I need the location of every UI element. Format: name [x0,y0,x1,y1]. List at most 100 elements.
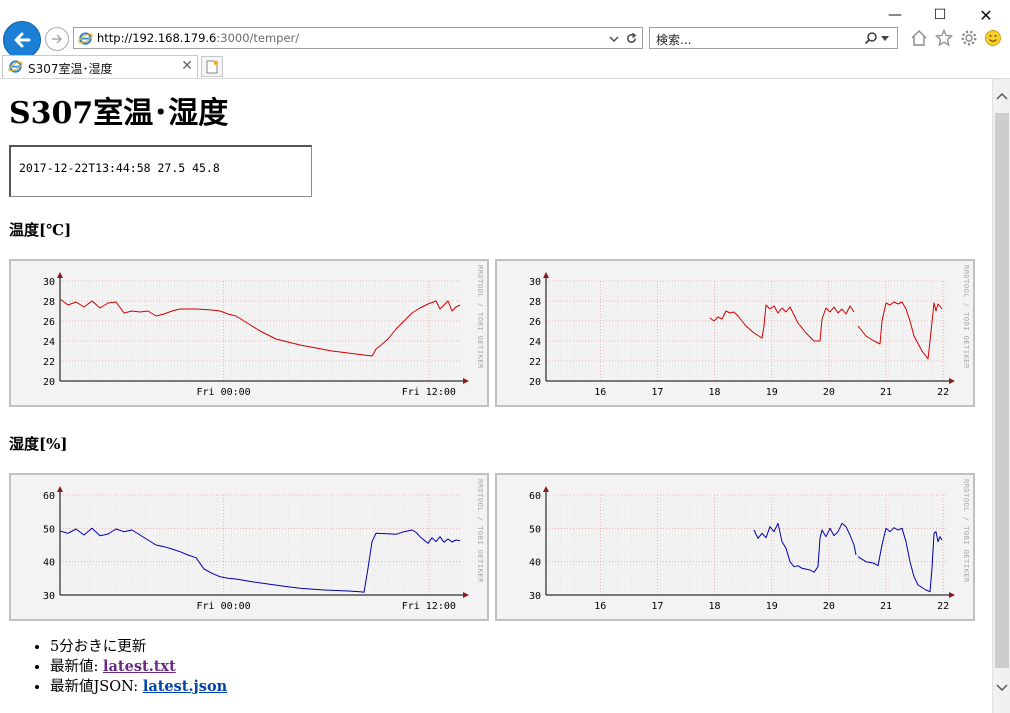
y-tick-label: 60 [529,491,541,502]
search-icon[interactable] [864,31,878,45]
humidity-week-chart: 30 40 50 60 16 17 18 19 20 21 22 RRDTOOL / TOBI OET… [529,479,970,612]
y-tick-label: 50 [43,524,55,535]
url-text: http://192.168.179.6:3000/temper/ [97,31,300,45]
x-tick-label: 22 [937,387,949,398]
rrdtool-watermark: RRDTOOL / TOBI OETIKER [962,479,970,583]
arrow-right-icon [52,34,63,44]
tab-active[interactable]: S307室温･湿度 ✕ [2,55,198,78]
dropdown-icon[interactable] [609,35,619,43]
info-list: 5分おきに更新 最新値: latest.txt 最新値JSON: latest.… [32,637,227,697]
new-tab-button[interactable] [201,56,223,77]
x-axis-arrow [949,592,955,598]
humidity-day-graph: 30 40 50 60 Fri 00:00 Fri 12:00 RRDTOOL / TOBI… [9,473,489,621]
grid [546,494,946,595]
smiley-feedback-icon[interactable] [983,28,1003,48]
y-tick-label: 30 [43,277,55,288]
tab-ie-icon [8,60,23,73]
forward-button[interactable] [45,27,69,51]
close-window-button[interactable]: ✕ [979,5,993,25]
x-tick-label: 19 [766,387,778,398]
x-tick-label: Fri 00:00 [197,601,251,612]
temperature-week-chart: 20 22 24 26 28 30 16 17 18 19 20 21 22 RRDTOOL / TOBI… [529,265,970,398]
tab-close-icon[interactable]: ✕ [181,58,193,74]
new-tab-icon [206,60,219,74]
y-tick-label: 30 [529,591,541,602]
latest-json-link[interactable]: latest.json [142,678,228,695]
y-tick-label: 24 [43,337,55,348]
y-tick-label: 20 [43,377,55,388]
latest-value-text: 2017-12-22T13:44:58 27.5 45.8 [19,161,220,175]
page-content: S307室温･湿度 2017-12-22T13:44:58 27.5 45.8 … [0,79,992,713]
refresh-icon[interactable] [625,32,638,45]
y-tick-label: 22 [43,357,55,368]
x-tick-label: 17 [651,387,663,398]
ie-logo-icon [78,32,93,45]
favorites-star-icon[interactable] [934,28,954,48]
search-input[interactable]: 検索... [656,33,692,47]
list-item-update-interval: 5分おきに更新 [50,637,227,657]
scrollbar-thumb[interactable] [995,113,1009,668]
y-axis-arrow [57,272,63,278]
y-axis-arrow [57,486,63,492]
x-tick-label: 22 [937,601,949,612]
series-line [709,304,855,342]
x-tick-label: 20 [823,601,835,612]
maximize-button[interactable]: ☐ [933,7,947,23]
x-tick-label: Fri 12:00 [402,387,456,398]
latest-txt-link[interactable]: latest.txt [103,658,176,675]
humidity-week-graph: 30 40 50 60 16 17 18 19 20 21 22 RRDTOOL / TOBI OET… [495,473,975,621]
x-tick-label: 16 [594,387,606,398]
page-title: S307室温･湿度 [9,96,229,131]
scroll-down-icon[interactable] [996,683,1008,693]
search-dropdown-icon[interactable] [881,36,889,42]
y-axis-arrow [543,486,549,492]
y-axis-arrow [543,272,549,278]
scroll-up-icon[interactable] [996,91,1008,101]
x-tick-label: 19 [766,601,778,612]
rrdtool-watermark: RRDTOOL / TOBI OETIKER [476,265,484,369]
series-line [753,522,857,573]
grid [546,280,946,381]
series-line [59,527,461,593]
y-tick-label: 26 [43,317,55,328]
x-tick-label: 17 [651,601,663,612]
y-tick-label: 28 [529,297,541,308]
rrdtool-watermark: RRDTOOL / TOBI OETIKER [962,265,970,369]
y-tick-label: 20 [529,377,541,388]
humidity-day-chart: 30 40 50 60 Fri 00:00 Fri 12:00 RRDTOOL / TOBI… [43,479,484,612]
x-tick-label: 20 [823,387,835,398]
x-tick-label: 18 [709,601,721,612]
y-tick-label: 26 [529,317,541,328]
y-tick-label: 60 [43,491,55,502]
x-tick-label: 18 [709,387,721,398]
latest-value-box: 2017-12-22T13:44:58 27.5 45.8 [9,145,312,197]
x-tick-label: Fri 12:00 [402,601,456,612]
minimize-button[interactable]: — [888,7,902,23]
list-item-latest-json: 最新値JSON: latest.json [50,677,227,697]
y-tick-label: 30 [43,591,55,602]
back-button[interactable] [3,21,41,59]
x-axis-arrow [463,378,469,384]
x-tick-label: 16 [594,601,606,612]
x-tick-label: Fri 00:00 [197,387,251,398]
series-line [59,298,461,357]
y-tick-label: 30 [529,277,541,288]
temperature-day-graph: 20 22 24 26 28 30 Fri 00:00 Fri 12:00 RRDTOOL / … [9,259,489,407]
temperature-week-graph: 20 22 24 26 28 30 16 17 18 19 20 21 22 RRDTOOL / TOBI… [495,259,975,407]
y-tick-label: 24 [529,337,541,348]
search-box[interactable]: 検索... [649,27,898,49]
tab-title: S307室温･湿度 [28,62,113,76]
y-tick-label: 22 [529,357,541,368]
rrdtool-watermark: RRDTOOL / TOBI OETIKER [476,479,484,583]
home-icon[interactable] [909,28,929,48]
gear-icon[interactable] [959,28,979,48]
y-tick-label: 50 [529,524,541,535]
humidity-heading: 湿度[%] [9,435,68,453]
vertical-scrollbar[interactable] [992,79,1010,713]
address-bar[interactable]: http://192.168.179.6:3000/temper/ [73,27,643,49]
series-line [857,301,943,360]
grid [60,494,460,595]
x-axis-arrow [463,592,469,598]
arrow-left-icon [14,32,31,48]
browser-chrome: — ☐ ✕ http://192.168.179.6:3000/temper/ … [0,0,1010,79]
